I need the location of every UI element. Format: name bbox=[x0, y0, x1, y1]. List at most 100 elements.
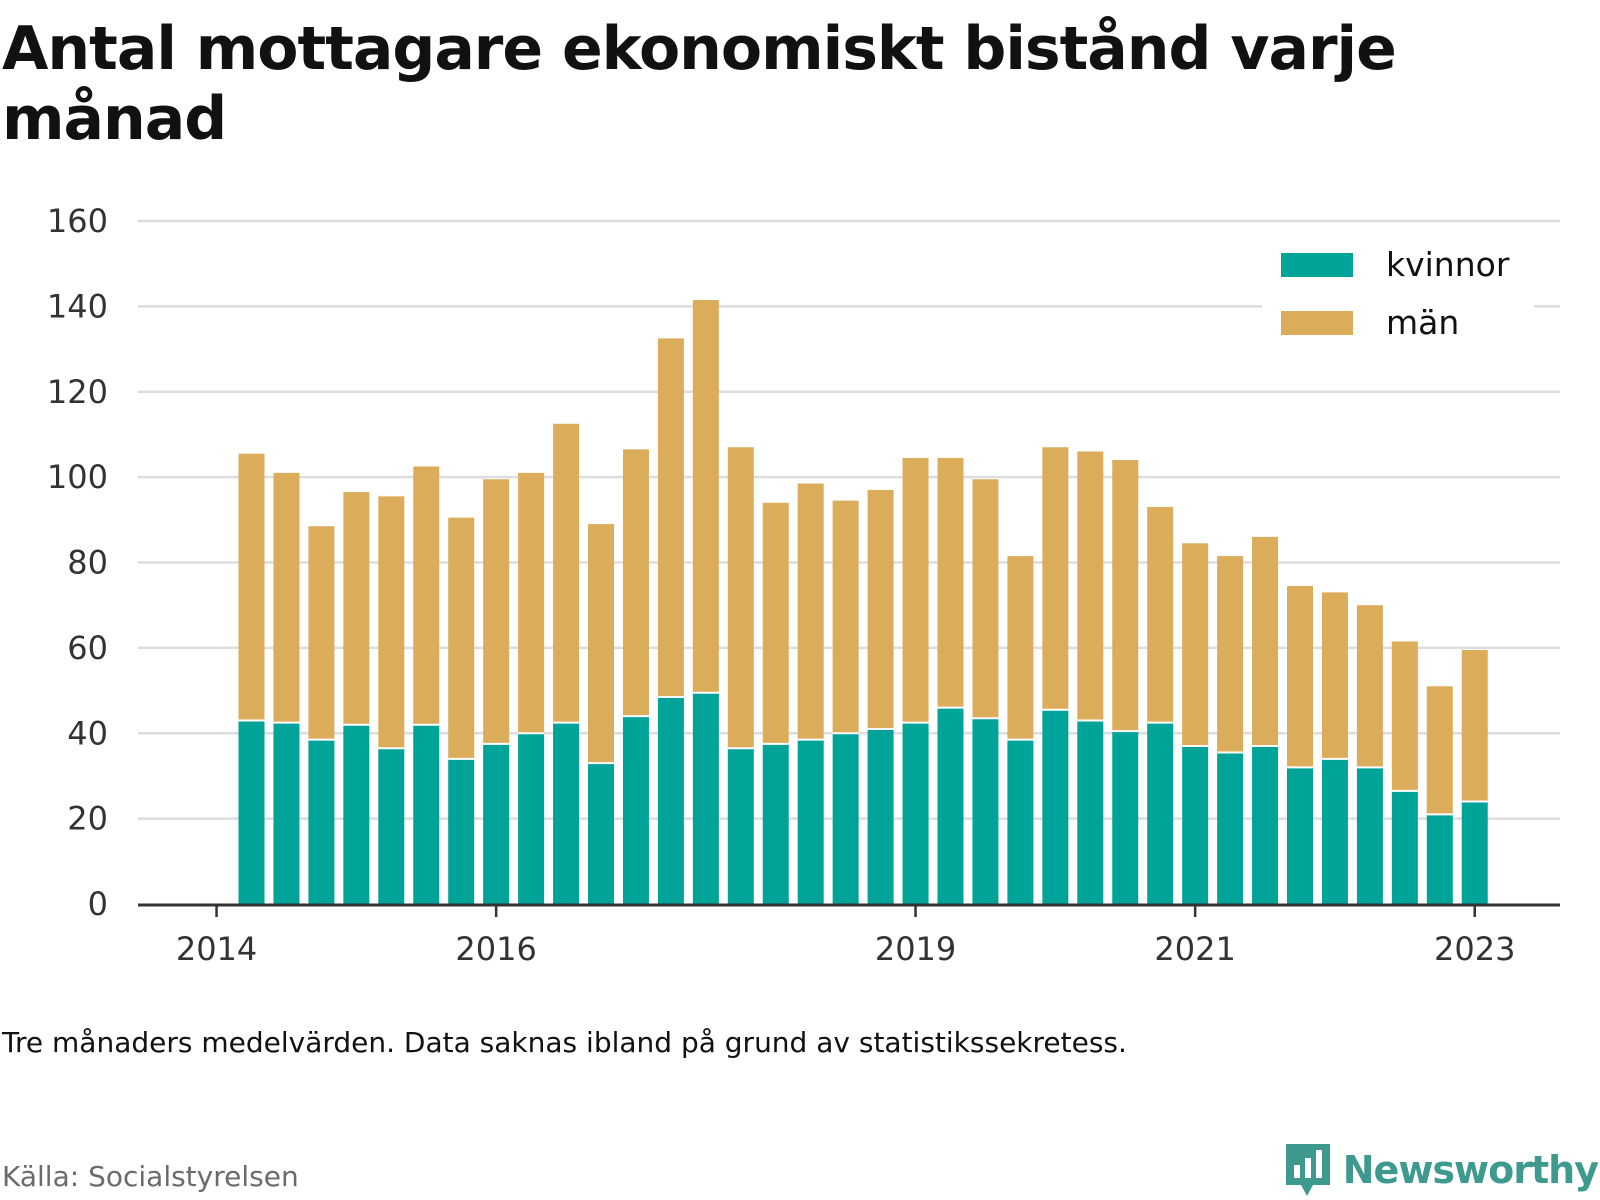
x-tick-label: 2014 bbox=[176, 930, 257, 968]
bar-man bbox=[867, 489, 894, 729]
bar-man bbox=[1147, 507, 1174, 723]
bar-man bbox=[1182, 543, 1209, 747]
bar-kvinnor bbox=[937, 707, 964, 904]
chart-title: Antal mottagare ekonomiskt bistånd varje… bbox=[2, 14, 1397, 154]
bar-man bbox=[553, 423, 580, 723]
bar-man bbox=[378, 496, 405, 749]
bar-kvinnor bbox=[588, 763, 614, 904]
bar-man bbox=[448, 517, 475, 759]
bar-man bbox=[762, 502, 789, 744]
bar-man bbox=[1321, 592, 1348, 759]
bar-man bbox=[692, 299, 719, 693]
legend-swatch bbox=[1281, 311, 1353, 335]
bar-kvinnor bbox=[692, 692, 719, 904]
bar-kvinnor bbox=[413, 724, 440, 904]
bar-man bbox=[1077, 451, 1104, 721]
y-tick-label: 160 bbox=[47, 202, 108, 240]
brand-logo: Newsworthy bbox=[1283, 1140, 1599, 1200]
bar-man bbox=[1356, 605, 1383, 768]
bar-kvinnor bbox=[1321, 758, 1348, 904]
bar-man bbox=[657, 338, 684, 697]
legend-label: män bbox=[1386, 303, 1459, 342]
bar-kvinnor bbox=[1356, 767, 1383, 904]
bar-man bbox=[1112, 460, 1139, 732]
bar-man bbox=[483, 479, 510, 744]
bar-kvinnor bbox=[727, 748, 754, 904]
bar-man bbox=[413, 466, 440, 725]
x-axis: 2014 2016 2019 2021 2023 bbox=[138, 903, 1560, 968]
bar-kvinnor bbox=[1461, 801, 1488, 904]
bar-kvinnor bbox=[1112, 731, 1139, 904]
bar-man bbox=[273, 472, 300, 723]
bar-kvinnor bbox=[762, 743, 789, 904]
bars bbox=[238, 299, 1488, 904]
bar-man bbox=[797, 483, 824, 740]
bar-kvinnor bbox=[867, 728, 894, 904]
bar-kvinnor bbox=[657, 696, 684, 904]
bar-kvinnor bbox=[1077, 720, 1104, 904]
legend-swatch bbox=[1281, 253, 1353, 277]
bar-kvinnor bbox=[797, 739, 824, 904]
bar-man bbox=[343, 492, 370, 725]
brand-name: Newsworthy bbox=[1342, 1148, 1599, 1192]
bar-kvinnor bbox=[273, 722, 300, 904]
legend-label: kvinnor bbox=[1386, 245, 1510, 284]
bar-kvinnor bbox=[1287, 767, 1313, 904]
bar-man bbox=[1217, 556, 1244, 753]
bar-man bbox=[1252, 536, 1279, 747]
bar-kvinnor bbox=[1007, 739, 1034, 904]
bar-kvinnor bbox=[343, 724, 370, 904]
bar-man bbox=[727, 447, 754, 749]
x-tick-label: 2016 bbox=[455, 930, 536, 968]
bar-man bbox=[1461, 650, 1488, 802]
y-tick-label: 60 bbox=[67, 629, 108, 667]
bar-kvinnor bbox=[1252, 746, 1279, 904]
bar-kvinnor bbox=[1042, 709, 1069, 904]
source-credit: Källa: Socialstyrelsen bbox=[2, 1160, 299, 1193]
bar-man bbox=[1042, 447, 1069, 710]
x-tick-label: 2023 bbox=[1434, 930, 1515, 968]
bar-kvinnor bbox=[553, 722, 580, 904]
bar-man bbox=[622, 449, 649, 717]
bar-kvinnor bbox=[378, 748, 405, 904]
bar-kvinnor bbox=[238, 720, 265, 904]
bar-kvinnor bbox=[1147, 722, 1174, 904]
legend: kvinnor män bbox=[1262, 242, 1534, 354]
bar-kvinnor bbox=[1426, 814, 1453, 904]
x-tick-label: 2019 bbox=[875, 930, 956, 968]
bar-kvinnor bbox=[448, 758, 475, 904]
bar-man bbox=[972, 479, 999, 719]
y-tick-label: 0 bbox=[88, 885, 108, 923]
bar-man bbox=[1287, 585, 1313, 768]
y-tick-label: 20 bbox=[67, 800, 108, 838]
bar-man bbox=[1391, 641, 1418, 791]
y-axis-ticks: 0 20 40 60 80 100 120 140 160 bbox=[47, 202, 108, 923]
bar-man bbox=[238, 453, 265, 721]
bar-man bbox=[518, 472, 545, 734]
chart-note: Tre månaders medelvärden. Data saknas ib… bbox=[2, 1026, 1127, 1059]
bar-man bbox=[308, 526, 335, 740]
bar-man bbox=[937, 457, 964, 708]
y-tick-label: 120 bbox=[47, 373, 108, 411]
bar-kvinnor bbox=[902, 722, 929, 904]
bar-kvinnor bbox=[972, 718, 999, 904]
newsworthy-logo-icon bbox=[1285, 1144, 1330, 1196]
y-tick-label: 80 bbox=[67, 544, 108, 582]
bar-man bbox=[902, 457, 929, 723]
x-tick-label: 2021 bbox=[1154, 930, 1235, 968]
bar-man bbox=[832, 500, 859, 734]
bar-man bbox=[1426, 686, 1453, 815]
bar-kvinnor bbox=[518, 733, 545, 904]
bar-kvinnor bbox=[832, 733, 859, 904]
y-tick-label: 140 bbox=[47, 287, 108, 325]
bar-man bbox=[588, 524, 614, 764]
bar-kvinnor bbox=[1182, 746, 1209, 904]
bar-kvinnor bbox=[622, 716, 649, 904]
bar-kvinnor bbox=[1391, 790, 1418, 904]
bar-kvinnor bbox=[308, 739, 335, 904]
y-tick-label: 40 bbox=[67, 714, 108, 752]
bar-man bbox=[1007, 556, 1034, 740]
bar-kvinnor bbox=[1217, 752, 1244, 904]
y-tick-label: 100 bbox=[47, 458, 108, 496]
